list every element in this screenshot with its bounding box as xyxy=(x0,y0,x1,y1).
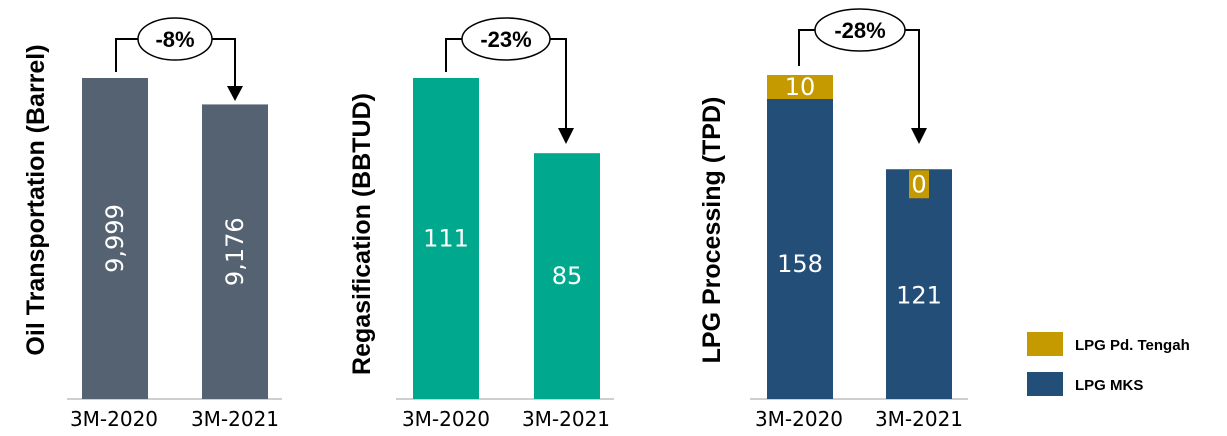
oil-tick-2020: 3M-2020 xyxy=(70,407,158,431)
oil-value-label-0: 9,999 xyxy=(101,204,129,273)
lpg-mks-value-label-0: 158 xyxy=(777,250,823,278)
regas-tick-2020: 3M-2020 xyxy=(402,407,490,431)
lpg-arrow-head xyxy=(911,128,927,144)
oil-value-label-1: 9,176 xyxy=(221,217,249,286)
lpg-tick-2020: 3M-2020 xyxy=(755,407,843,431)
regasification-panel: Regasification (BBTUD) 111 85 3M-2020 3M-… xyxy=(348,17,614,431)
legend-label-lpg-mks: LPG MKS xyxy=(1075,377,1143,394)
regas-bar-0 xyxy=(413,78,479,399)
oil-change-bubble xyxy=(137,17,213,61)
regas-tick-2021: 3M-2021 xyxy=(522,407,610,431)
regas-change-annotation: -23% xyxy=(445,17,574,144)
oil-ylabel: Oil Transportation (Barrel) xyxy=(22,44,50,355)
lpg-bars: 158 10 121 0 xyxy=(767,73,952,399)
regas-bar-1 xyxy=(534,153,600,399)
lpg-mks-value-label-1: 121 xyxy=(896,282,942,310)
legend-swatch-lpg-mks xyxy=(1027,372,1063,396)
regas-change-label: -23% xyxy=(480,27,531,52)
lpg-mks-bar-0 xyxy=(767,99,833,399)
legend-label-lpg-pd-tengah: LPG Pd. Tengah xyxy=(1075,337,1190,354)
oil-bars: 9,999 9,176 xyxy=(82,78,268,399)
oil-arrow-head xyxy=(227,86,243,101)
lpg-mks-bar-1 xyxy=(886,169,952,399)
lpg-pd-tengah-bar-0 xyxy=(767,75,833,99)
lpg-tick-2021: 3M-2021 xyxy=(875,407,963,431)
legend: LPG Pd. Tengah LPG MKS xyxy=(1027,332,1190,396)
lpg-pd-tengah-value-label-0: 10 xyxy=(785,73,816,101)
regas-change-bubble xyxy=(461,17,551,61)
oil-transportation-panel: Oil Transportation (Barrel) 9,999 9,176 3… xyxy=(22,17,282,431)
lpg-change-annotation: -28% xyxy=(798,8,927,144)
oil-change-label: -8% xyxy=(155,27,194,52)
lpg-pd-tengah-bar-1 xyxy=(909,170,929,199)
lpg-change-label: -28% xyxy=(834,18,885,43)
oil-bar-0 xyxy=(82,78,148,399)
oil-bar-1 xyxy=(202,104,268,399)
lpg-ylabel: LPG Processing (TPD) xyxy=(698,97,726,364)
regas-value-label-0: 111 xyxy=(423,225,469,253)
oil-tick-2021: 3M-2021 xyxy=(191,407,279,431)
regas-arrow-head xyxy=(558,128,574,144)
regas-ylabel: Regasification (BBTUD) xyxy=(348,93,376,375)
lpg-change-bubble xyxy=(814,8,906,52)
oil-change-annotation: -8% xyxy=(115,17,243,101)
regas-bars: 111 85 xyxy=(413,78,600,399)
lpg-processing-panel: LPG Processing (TPD) 158 10 121 0 3M-2020 3… xyxy=(698,8,968,431)
regas-value-label-1: 85 xyxy=(552,262,583,290)
legend-swatch-lpg-pd-tengah xyxy=(1027,332,1063,356)
lpg-pd-tengah-value-label-1: 0 xyxy=(911,170,926,198)
